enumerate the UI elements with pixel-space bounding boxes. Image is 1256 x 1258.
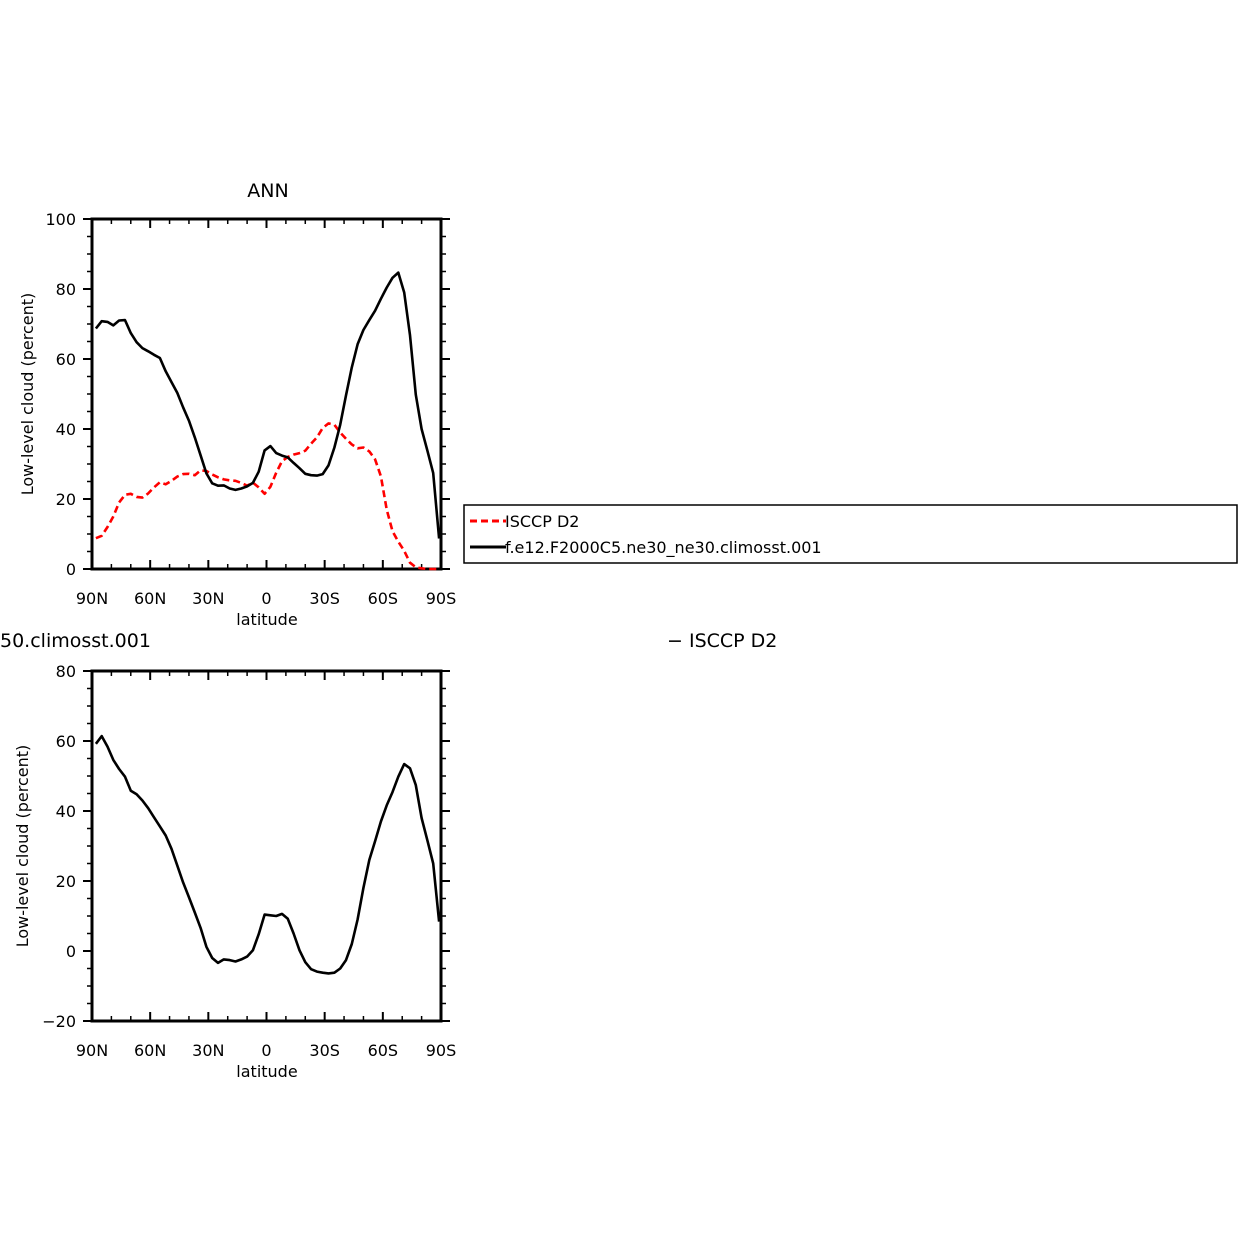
y-tick-label: 0 <box>66 560 76 579</box>
chart-panel-top: ANN 90N 60N 30N 0 30S 60S 90S 0 20 40 60 80 100 lat… <box>18 180 456 629</box>
y-tick-labels: −20 0 20 40 60 80 <box>42 662 76 1031</box>
y-tick-label: 40 <box>56 802 76 821</box>
series-line-0 <box>94 734 441 975</box>
series-lines <box>94 734 441 975</box>
x-tick-label: 90N <box>76 589 108 608</box>
x-tick-label: 30N <box>192 1041 224 1060</box>
axis-ticks <box>83 218 450 570</box>
x-tick-label: 30S <box>309 589 340 608</box>
x-tick-label: 60S <box>368 1041 399 1060</box>
x-tick-label: 90S <box>426 1041 457 1060</box>
x-axis-label: latitude <box>236 610 297 629</box>
plot-frame <box>90 669 443 1023</box>
legend-label-isccp: ISCCP D2 <box>505 512 579 531</box>
y-tick-label: 20 <box>56 872 76 891</box>
legend-label-model: f.e12.F2000C5.ne30_ne30.climosst.001 <box>505 538 822 558</box>
x-tick-label: 60S <box>368 589 399 608</box>
chart-title: ANN <box>247 180 288 202</box>
y-tick-label: 60 <box>56 732 76 751</box>
x-tick-labels: 90N 60N 30N 0 30S 60S 90S <box>76 1041 456 1060</box>
chart-title-left: 50.climosst.001 <box>0 630 151 652</box>
y-tick-label: 100 <box>45 210 76 229</box>
series-line-0 <box>95 422 440 571</box>
y-axis-label: Low-level cloud (percent) <box>13 745 32 948</box>
y-tick-label: 80 <box>56 662 76 681</box>
y-tick-label: 60 <box>56 350 76 369</box>
x-tick-label: 90N <box>76 1041 108 1060</box>
x-tick-label: 0 <box>261 1041 271 1060</box>
y-tick-label: −20 <box>42 1012 76 1031</box>
legend: ISCCP D2 f.e12.F2000C5.ne30_ne30.climoss… <box>463 504 1238 564</box>
x-tick-label: 60N <box>134 1041 166 1060</box>
chart-title-right: − ISCCP D2 <box>667 630 777 652</box>
series-line-1 <box>94 271 441 539</box>
chart-panel-bottom: 50.climosst.001 − ISCCP D2 90N 60N 30N 0 30S… <box>0 630 777 1081</box>
x-tick-label: 60N <box>134 589 166 608</box>
y-tick-label: 20 <box>56 490 76 509</box>
y-tick-label: 40 <box>56 420 76 439</box>
x-tick-label: 0 <box>261 589 271 608</box>
x-tick-label: 30S <box>309 1041 340 1060</box>
series-lines <box>94 271 441 571</box>
legend-box <box>463 504 1238 564</box>
y-tick-label: 0 <box>66 942 76 961</box>
y-axis-label: Low-level cloud (percent) <box>18 293 37 496</box>
x-axis-label: latitude <box>236 1062 297 1081</box>
x-tick-label: 90S <box>426 589 457 608</box>
x-tick-label: 30N <box>192 589 224 608</box>
y-tick-label: 80 <box>56 280 76 299</box>
y-tick-labels: 0 20 40 60 80 100 <box>45 210 76 579</box>
axis-ticks <box>83 670 450 1022</box>
x-tick-labels: 90N 60N 30N 0 30S 60S 90S <box>76 589 456 608</box>
